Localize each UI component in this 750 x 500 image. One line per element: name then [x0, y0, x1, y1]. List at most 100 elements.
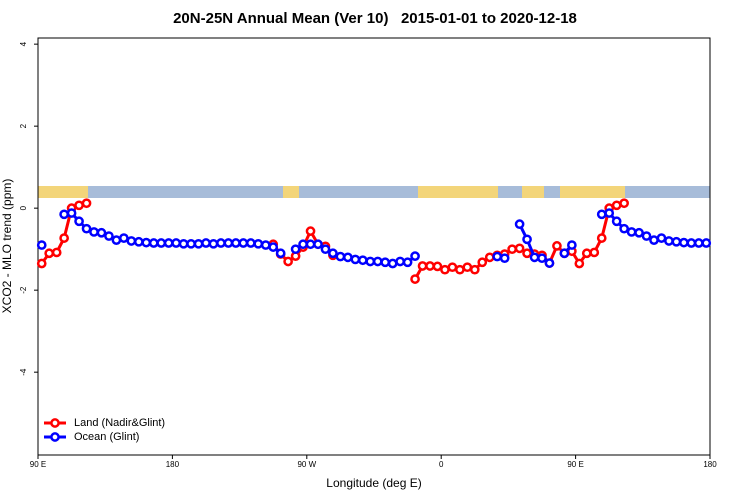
data-point: [245, 238, 256, 248]
data-point: [469, 264, 480, 275]
data-point: [522, 234, 532, 245]
data-point: [305, 226, 316, 236]
data-point: [559, 248, 570, 259]
data-point: [156, 238, 167, 248]
data-point: [514, 243, 525, 254]
data-point: [537, 253, 547, 264]
data-point: [111, 235, 122, 245]
data-point: [671, 236, 682, 247]
data-point: [96, 227, 107, 238]
data-point: [36, 240, 47, 250]
data-point: [395, 256, 405, 267]
data-point: [425, 261, 435, 271]
legend-label: Land (Nadir&Glint): [74, 417, 165, 429]
data-point: [186, 238, 196, 249]
land-strip: [560, 186, 625, 198]
data-point: [693, 238, 704, 248]
data-point: [626, 227, 637, 237]
legend-marker: [50, 432, 60, 442]
data-point: [611, 216, 622, 227]
data-point: [223, 238, 234, 248]
data-point: [320, 244, 331, 255]
data-point: [529, 252, 540, 263]
data-point: [664, 236, 674, 246]
data-point: [447, 262, 458, 273]
x-tick-label: 180: [166, 460, 180, 469]
data-point: [649, 235, 659, 245]
data-point: [44, 248, 55, 259]
data-point: [514, 219, 525, 230]
data-point: [574, 258, 585, 269]
data-point: [283, 256, 293, 267]
data-point: [619, 198, 629, 209]
data-point: [372, 256, 383, 267]
data-point: [499, 253, 510, 264]
data-point: [440, 264, 450, 275]
data-point: [275, 248, 286, 259]
y-tick-label: 2: [19, 123, 28, 128]
data-point: [417, 261, 428, 271]
chart-title: 20N-25N Annual Mean (Ver 10) 2015-01-01 …: [173, 10, 577, 27]
data-point: [701, 238, 712, 248]
data-point: [66, 208, 77, 218]
data-point: [36, 258, 47, 269]
land-strip: [522, 186, 544, 198]
y-axis-label: XCO2 - MLO trend (ppm): [0, 179, 14, 314]
y-tick-label: 4: [19, 41, 28, 46]
data-point: [193, 238, 204, 249]
data-point: [74, 216, 84, 227]
data-point: [163, 238, 174, 248]
data-point: [141, 237, 152, 248]
land-strip: [418, 186, 498, 198]
data-point: [522, 248, 532, 259]
data-point: [410, 251, 420, 261]
data-point: [365, 256, 376, 267]
legend-marker: [50, 418, 60, 428]
x-tick-label: 90 E: [567, 460, 583, 469]
data-point: [567, 240, 577, 250]
data-point: [679, 237, 689, 248]
data-point: [81, 223, 92, 234]
data-point: [260, 240, 271, 250]
data-point: [313, 239, 323, 250]
data-point: [148, 238, 159, 248]
x-tick-label: 0: [439, 460, 444, 469]
data-point: [619, 223, 629, 234]
data-point: [253, 238, 264, 249]
data-point: [74, 200, 84, 211]
data-point: [89, 227, 99, 237]
data-point: [604, 208, 615, 218]
data-point: [641, 231, 652, 241]
x-axis-label: Longitude (deg E): [326, 476, 421, 490]
y-tick-label: -2: [19, 286, 28, 294]
latitude-strip: [38, 186, 710, 198]
data-point: [544, 258, 555, 268]
data-point: [208, 238, 219, 249]
data-point: [656, 233, 667, 243]
data-point: [81, 198, 92, 209]
data-point: [596, 233, 607, 243]
data-point: [350, 254, 361, 265]
data-point: [432, 261, 443, 272]
data-point: [507, 244, 517, 255]
data-point: [402, 257, 413, 268]
data-point: [178, 238, 189, 249]
data-point: [596, 209, 607, 220]
data-point: [335, 251, 346, 262]
data-point: [462, 262, 473, 273]
data-point: [611, 200, 622, 211]
x-tick-label: 180: [703, 460, 717, 469]
data-point: [201, 238, 211, 248]
data-point: [380, 257, 391, 268]
data-point: [290, 244, 301, 255]
land-strip: [38, 186, 88, 198]
y-tick-label: 0: [19, 205, 28, 210]
data-point: [59, 209, 69, 220]
data-point: [343, 252, 353, 263]
data-point: [410, 274, 420, 284]
data-point: [492, 251, 503, 262]
data-point: [357, 255, 368, 266]
x-tick-label: 90 E: [30, 460, 46, 469]
data-point: [216, 238, 226, 248]
